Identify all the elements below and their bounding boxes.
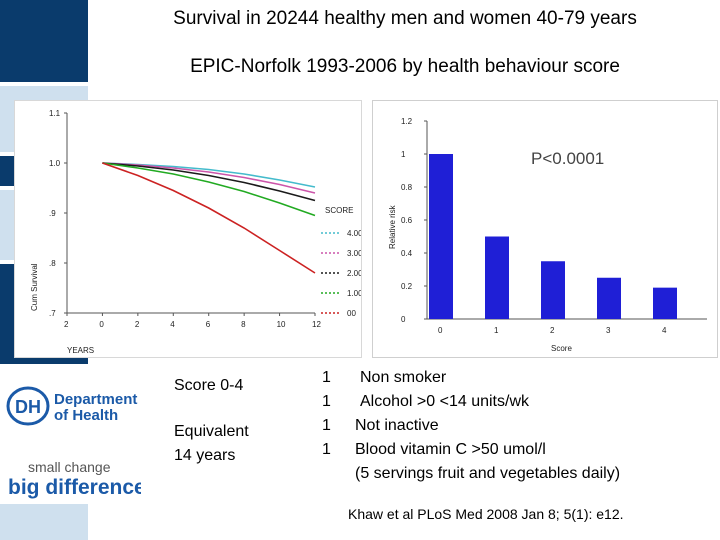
rr-x-tick-label: 0: [438, 326, 443, 335]
band-dark-top: [0, 0, 88, 82]
rr-x-tick-label: 2: [550, 326, 555, 335]
survival-legend-label: 4.00: [347, 229, 361, 238]
rr-bar: [597, 277, 621, 319]
survival-series-line: [102, 162, 316, 217]
item-text: Not inactive: [355, 417, 439, 434]
band-light-3: [0, 504, 88, 540]
dh-line2: of Health: [54, 407, 118, 424]
rr-bar: [653, 287, 677, 319]
equivalent-line2: 14 years: [174, 447, 236, 464]
rr-y-tick-label: 0.2: [401, 282, 413, 291]
equivalent-label: Equivalent 14 years: [174, 420, 249, 468]
survival-series-line: [102, 162, 316, 194]
department-of-health-logo: DH Department of Health: [6, 384, 141, 428]
survival-y-tick-label: 1.0: [49, 159, 61, 168]
survival-y-tick-label: .8: [49, 259, 56, 268]
rr-x-tick-label: 4: [662, 326, 667, 335]
rr-x-tick-label: 1: [494, 326, 499, 335]
rr-xlabel: Score: [551, 344, 572, 353]
survival-x-tick-label: 2: [64, 320, 69, 329]
behaviour-item-note: (5 servings fruit and vegetables daily): [355, 465, 621, 482]
survival-legend-label: 00: [347, 309, 356, 318]
survival-x-tick-label: 0: [99, 320, 104, 329]
dh-mark: DH: [15, 397, 41, 417]
survival-series-line: [102, 162, 316, 202]
relative-risk-chart: Relative risk Score P<0.0001 0 0.2 0.4 0.6 0…: [372, 100, 718, 358]
item-number: 1: [322, 369, 331, 386]
slide-subtitle: EPIC-Norfolk 1993-2006 by health behavio…: [190, 56, 620, 77]
behaviour-item: 1 Alcohol >0 <14 units/wk: [322, 390, 720, 414]
rr-y-tick-label: 0: [401, 315, 406, 324]
behaviour-item: 1 Non smoker: [322, 366, 720, 390]
survival-series-line: [102, 162, 316, 274]
survival-x-tick-label: 10: [277, 320, 286, 329]
slide-title: Survival in 20244 healthy men and women …: [173, 8, 637, 29]
survival-chart: Cum Survival YEARS SCORE .7 .8 .9 1.0 1.1 2 0 2…: [14, 100, 363, 358]
survival-ylabel: Cum Survival: [30, 263, 39, 311]
survival-y-tick-label: .9: [49, 209, 56, 218]
survival-x-tick-label: 12: [312, 320, 321, 329]
rr-y-tick-label: 0.6: [401, 216, 413, 225]
survival-x-tick-label: 6: [206, 320, 211, 329]
behaviour-list: 1 Non smoker 1 Alcohol >0 <14 units/wk 1 No…: [322, 366, 720, 486]
survival-legend-label: 1.00: [347, 289, 361, 298]
rr-bar: [541, 261, 565, 319]
rr-y-tick-label: 1: [401, 150, 406, 159]
rr-y-tick-label: 0.8: [401, 183, 413, 192]
rr-bar: [429, 154, 453, 319]
rr-y-tick-label: 1.2: [401, 117, 413, 126]
survival-x-tick-label: 2: [135, 320, 140, 329]
equivalent-line1: Equivalent: [174, 423, 249, 440]
sc-line1: small change: [28, 459, 111, 475]
item-text: Non smoker: [360, 369, 447, 386]
score-label: Score 0-4: [174, 377, 244, 394]
rr-ylabel: Relative risk: [388, 204, 397, 249]
survival-xlabel: YEARS: [67, 346, 94, 355]
citation: Khaw et al PLoS Med 2008 Jan 8; 5(1): e1…: [348, 506, 624, 522]
pvalue-annotation: P<0.0001: [531, 149, 604, 168]
survival-legend-label: 3.00: [347, 249, 361, 258]
survival-x-tick-label: 8: [241, 320, 246, 329]
dh-line1: Department: [54, 391, 137, 408]
survival-y-tick-label: .7: [49, 309, 56, 318]
item-text: Blood vitamin C >50 umol/l: [355, 441, 546, 458]
survival-y-tick-label: 1.1: [49, 109, 61, 118]
small-change-logo: small change big difference: [6, 456, 146, 500]
rr-bar: [485, 236, 509, 319]
survival-legend-label: 2.00: [347, 269, 361, 278]
relative-risk-chart-svg: Relative risk Score P<0.0001 0 0.2 0.4 0.6 0…: [388, 117, 707, 353]
rr-y-tick-label: 0.4: [401, 249, 413, 258]
behaviour-item: 1 Blood vitamin C >50 umol/l: [322, 438, 720, 462]
item-text: Alcohol >0 <14 units/wk: [360, 393, 529, 410]
item-number: 1: [322, 417, 331, 434]
behaviour-item: 1 Not inactive: [322, 414, 720, 438]
survival-legend-title: SCORE: [325, 206, 353, 215]
sc-line2: big difference: [8, 476, 141, 499]
survival-chart-svg: Cum Survival YEARS SCORE .7 .8 .9 1.0 1.1 2 0 2…: [30, 109, 363, 355]
item-number: 1: [322, 441, 331, 458]
survival-x-tick-label: 4: [170, 320, 175, 329]
item-number: 1: [322, 393, 331, 410]
rr-x-tick-label: 3: [606, 326, 611, 335]
